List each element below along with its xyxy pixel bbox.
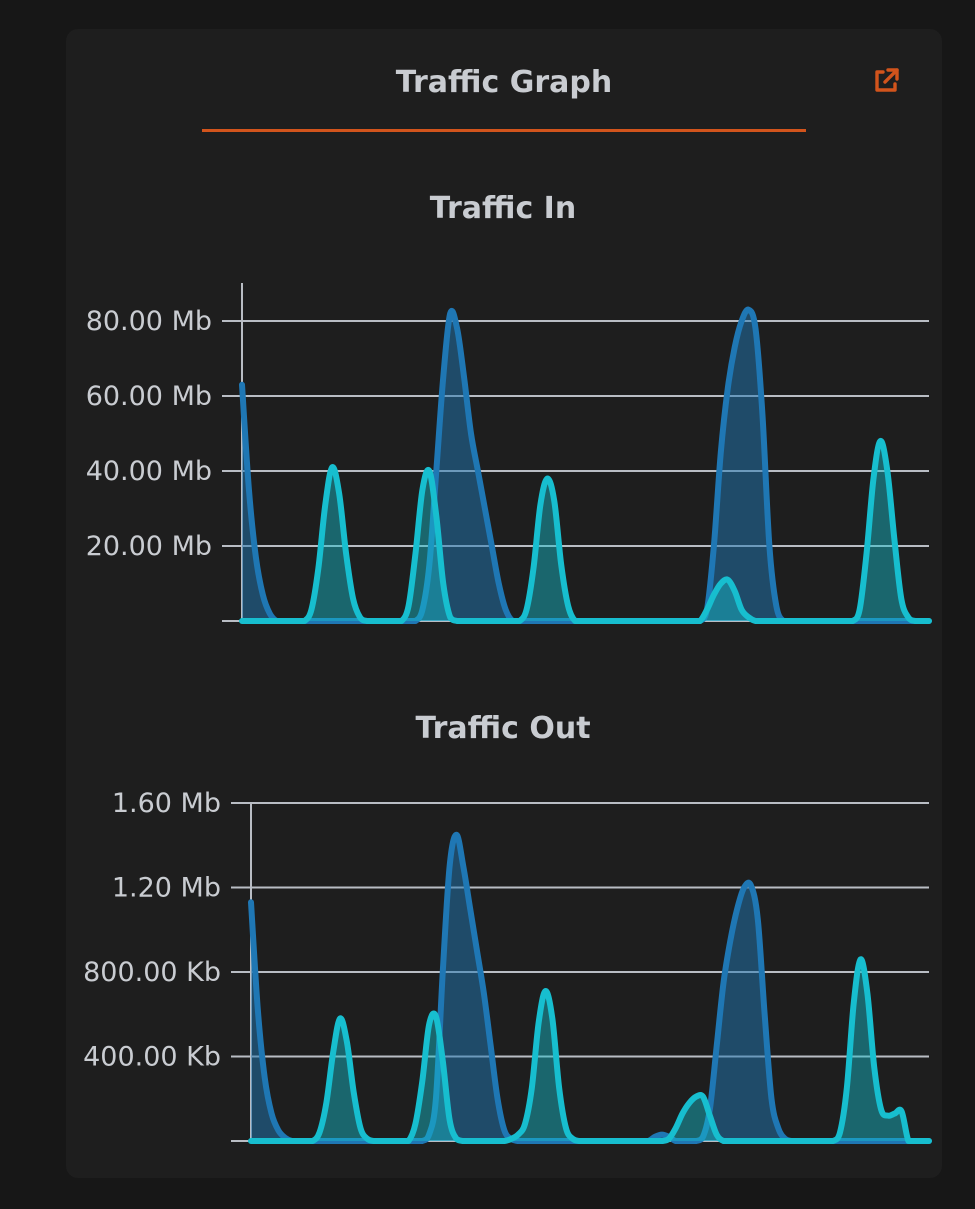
- y-tick-label: 40.00 Mb: [86, 456, 212, 487]
- y-tick-label: 80.00 Mb: [86, 306, 212, 337]
- card-title: Traffic Graph: [395, 65, 613, 100]
- series-area-1: [251, 959, 929, 1141]
- chart-traffic-out: Traffic Out 400.00 Kb 800.00 Kb 1.20 Mb 1.60…: [83, 711, 932, 1144]
- series-area-0: [251, 834, 929, 1141]
- title-underline: [202, 129, 806, 132]
- y-tick-label: 60.00 Mb: [86, 381, 212, 412]
- y-tick-label: 1.20 Mb: [112, 873, 221, 904]
- chart-traffic-in: Traffic In 20.00 Mb 40.00 Mb 60.00 Mb 80.00 …: [86, 191, 932, 624]
- chart-title: Traffic Out: [415, 711, 590, 746]
- external-link-icon-glyph: [875, 68, 899, 92]
- y-tick-label: 400.00 Kb: [83, 1042, 221, 1073]
- series-line-1: [248, 956, 932, 1144]
- card-header: Traffic Graph: [66, 29, 942, 139]
- series-line-1: [239, 437, 932, 624]
- y-tick-label: 800.00 Kb: [83, 957, 221, 988]
- y-tick-label: 20.00 Mb: [86, 531, 212, 562]
- chart-title: Traffic In: [430, 191, 576, 226]
- external-link-icon[interactable]: [870, 65, 902, 97]
- series-area-0: [242, 309, 929, 621]
- y-tick-label: 1.60 Mb: [112, 788, 221, 819]
